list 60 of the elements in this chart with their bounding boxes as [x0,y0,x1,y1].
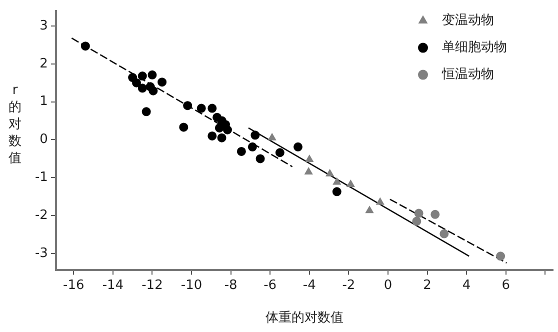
legend-label: 恒温动物 [441,67,494,82]
point [412,216,422,226]
point [294,142,302,152]
point [179,122,188,132]
point [430,210,440,219]
point [138,72,147,81]
point [414,208,424,218]
y-tick-label: 0 [40,132,48,148]
x-tick-label: 6 [502,278,510,293]
point [196,104,206,113]
point [275,148,284,158]
point [132,78,142,88]
point [332,178,341,185]
x-tick-label: -6 [264,278,277,293]
point [138,84,147,93]
y-tick-label: 2 [40,56,48,72]
point [332,187,342,196]
point [236,146,246,156]
x-axis-title: 体重的对数值 [265,310,344,326]
point [268,133,276,140]
x-tick-label: -14 [102,278,124,293]
point [208,131,217,140]
point [142,107,151,116]
y-tick-label: 3 [40,18,48,34]
point [346,180,355,187]
point [222,125,232,134]
x-tick-label: 4 [462,278,471,293]
point [440,229,449,238]
point [376,198,384,205]
point [496,252,506,261]
point [80,42,90,51]
point [366,206,374,214]
y-tick-label: -2 [34,208,48,223]
legend-label: 单细胞动物 [442,40,507,56]
point [248,142,257,152]
point [250,130,260,140]
point [208,104,217,113]
y-axis-title: r的对数值 [8,82,22,167]
point [256,154,265,164]
y-tick-label: -1 [34,170,48,186]
x-tick-label: -8 [224,278,238,293]
point [148,86,158,96]
x-tick-label: -12 [142,278,163,293]
point [217,133,226,142]
x-tick-label: -4 [302,278,316,293]
x-tick-label: 2 [423,278,432,293]
legend-label: 变温动物 [442,13,494,28]
x-tick-label: 0 [384,278,392,293]
x-tick-label: -2 [342,278,356,293]
y-tick-label: 1 [40,94,48,110]
y-tick-label: -3 [34,246,48,261]
point [148,70,157,80]
point [183,101,192,110]
x-tick-label: -10 [180,278,202,293]
point [305,154,314,162]
point [214,123,224,132]
point [304,167,313,174]
point [158,78,167,87]
point [326,169,334,176]
x-tick-label: -16 [63,278,84,293]
